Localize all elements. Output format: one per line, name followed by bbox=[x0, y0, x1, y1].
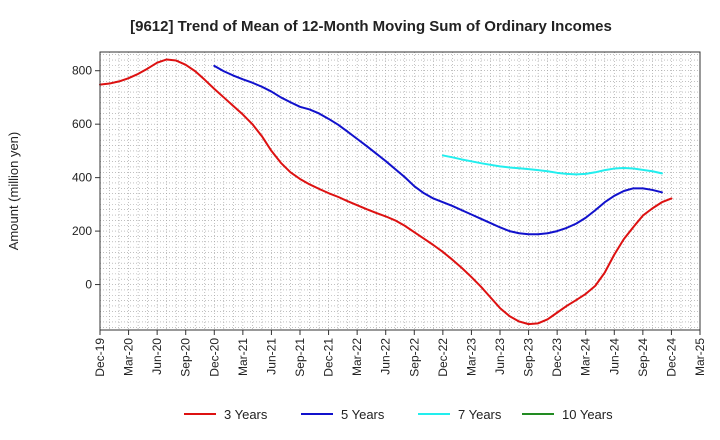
x-tick-label: Dec-19 bbox=[93, 338, 107, 377]
x-tick-label: Sep-22 bbox=[407, 338, 421, 377]
x-tick-label: Mar-23 bbox=[464, 338, 478, 376]
y-tick-label: 800 bbox=[72, 64, 92, 78]
x-tick-label: Dec-23 bbox=[550, 338, 564, 377]
x-tick-label: Dec-20 bbox=[207, 338, 221, 377]
x-tick-label: Sep-20 bbox=[179, 338, 193, 377]
x-tick-label: Sep-24 bbox=[636, 338, 650, 377]
x-tick-label: Jun-24 bbox=[607, 338, 621, 375]
legend: 3 Years 5 Years 7 Years 10 Years bbox=[184, 407, 613, 422]
grid-layer bbox=[99, 52, 701, 330]
y-tick-label: 200 bbox=[72, 224, 92, 238]
x-tick-label: Jun-23 bbox=[493, 338, 507, 375]
x-tick-label: Sep-21 bbox=[293, 338, 307, 377]
x-tick-label: Jun-20 bbox=[150, 338, 164, 375]
x-tick-label: Dec-22 bbox=[436, 338, 450, 377]
x-tick-label: Mar-21 bbox=[236, 338, 250, 376]
x-tick-label: Jun-22 bbox=[379, 338, 393, 375]
x-tick-label: Mar-25 bbox=[693, 338, 707, 376]
x-tick-label: Mar-20 bbox=[122, 338, 136, 376]
series-line-5-years bbox=[213, 64, 663, 236]
legend-label-10-years: 10 Years bbox=[562, 407, 613, 422]
series-line-3-years bbox=[99, 58, 673, 326]
x-tick-label: Mar-22 bbox=[350, 338, 364, 376]
axis-layer: 0 200 400 600 800 Dec-19 Mar-20 Jun-20 Sep-20 Dec… bbox=[72, 51, 707, 377]
y-tick-label: 400 bbox=[72, 171, 92, 185]
x-tick-label: Dec-24 bbox=[664, 338, 678, 377]
legend-label-5-years: 5 Years bbox=[341, 407, 385, 422]
x-tick-label: Mar-24 bbox=[579, 338, 593, 376]
x-tick-label: Sep-23 bbox=[522, 338, 536, 377]
legend-label-3-years: 3 Years bbox=[224, 407, 268, 422]
chart-title: [9612] Trend of Mean of 12-Month Moving … bbox=[130, 18, 612, 35]
y-tick-label: 0 bbox=[85, 278, 92, 292]
series-line-7-years bbox=[441, 154, 663, 176]
x-tick-label: Jun-21 bbox=[264, 338, 278, 375]
x-tick-label: Dec-21 bbox=[322, 338, 336, 377]
y-tick-label: 600 bbox=[72, 117, 92, 131]
y-axis-title: Amount (million yen) bbox=[6, 132, 21, 251]
series-layer bbox=[99, 58, 673, 326]
plot-frame bbox=[99, 51, 701, 331]
legend-label-7-years: 7 Years bbox=[458, 407, 502, 422]
